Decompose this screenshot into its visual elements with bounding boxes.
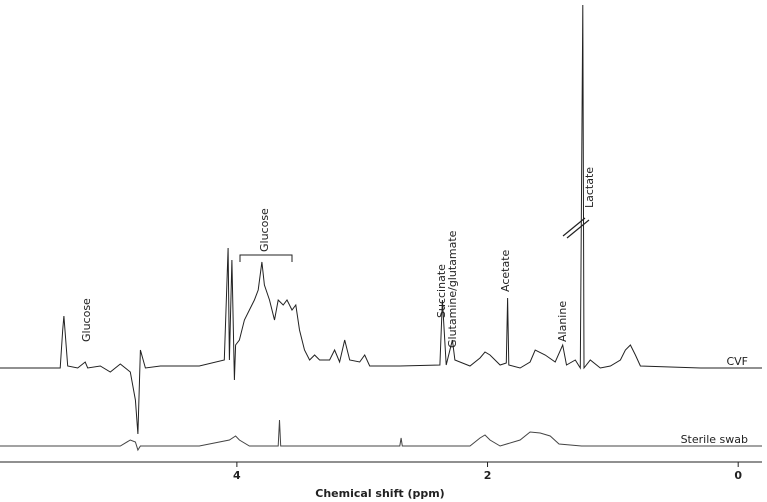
axis-break bbox=[562, 217, 590, 239]
peak-annotation: Glutamine/glutamate bbox=[446, 230, 459, 348]
peak-annotation: Alanine bbox=[556, 301, 569, 342]
glucose-bracket bbox=[239, 254, 293, 262]
peak-annotation: Acetate bbox=[499, 249, 512, 292]
spectrum-line bbox=[0, 4, 762, 435]
x-tick-label: 0 bbox=[734, 469, 742, 482]
spectrum-line bbox=[0, 419, 762, 452]
peak-annotation: Succinate bbox=[435, 264, 448, 318]
x-tick-label: 2 bbox=[484, 469, 492, 482]
x-tick-label: 4 bbox=[233, 469, 241, 482]
peak-annotation: Glucose bbox=[80, 298, 93, 342]
peak-annotation: Lactate bbox=[583, 167, 596, 208]
series-label: Sterile swab bbox=[681, 433, 748, 446]
x-axis-label: Chemical shift (ppm) bbox=[315, 487, 444, 500]
series-label: CVF bbox=[726, 355, 748, 368]
peak-annotation: Glucose bbox=[258, 208, 271, 252]
